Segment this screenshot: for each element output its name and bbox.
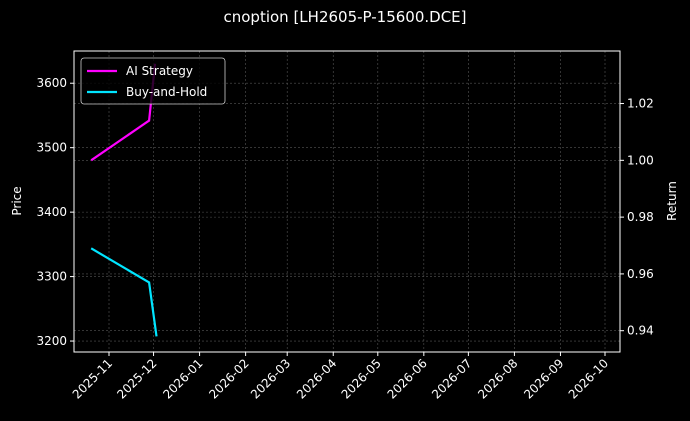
x-tick-label: 2026-09 [521,356,566,401]
x-tick-label: 2026-03 [248,356,293,401]
grid-lines [74,51,620,352]
y2-tick-label: 1.02 [627,97,654,111]
x-tick-label: 2026-07 [429,356,474,401]
y2-axis-label: Return [665,181,679,221]
series-lines [90,63,158,337]
y2-tick-label: 1.00 [627,153,654,167]
y2-tick-label: 0.96 [627,267,654,281]
x-tick-label: 2026-01 [160,356,205,401]
x-tick-label: 2025-11 [70,356,115,401]
right-axis-ticks: 0.94 0.96 0.98 1.00 1.02 [620,97,654,338]
y-axis-label: Price [10,186,24,215]
legend-label: Buy-and-Hold [126,85,207,99]
y2-tick-label: 0.98 [627,210,654,224]
left-axis-ticks: 3200 3300 3400 3500 3600 [36,76,74,348]
x-tick-label: 2026-08 [475,356,520,401]
y-tick-label: 3400 [36,205,67,219]
y-tick-label: 3600 [36,76,67,90]
x-tick-label: 2025-12 [114,356,159,401]
y2-tick-label: 0.94 [627,324,654,338]
y-tick-label: 3500 [36,141,67,155]
chart-title: cnoption [LH2605-P-15600.DCE] [223,8,467,26]
x-tick-label: 2026-02 [206,356,251,401]
x-tick-label: 2026-05 [339,356,384,401]
x-tick-label: 2026-10 [566,356,611,401]
legend: AI Strategy Buy-and-Hold [80,57,226,105]
series-line [90,247,158,337]
x-tick-label: 2026-06 [385,356,430,401]
x-tick-label: 2026-04 [294,356,339,401]
y-tick-label: 3300 [36,270,67,284]
plot-frame [73,50,621,353]
legend-label: AI Strategy [126,64,193,78]
y-tick-label: 3200 [36,334,67,348]
